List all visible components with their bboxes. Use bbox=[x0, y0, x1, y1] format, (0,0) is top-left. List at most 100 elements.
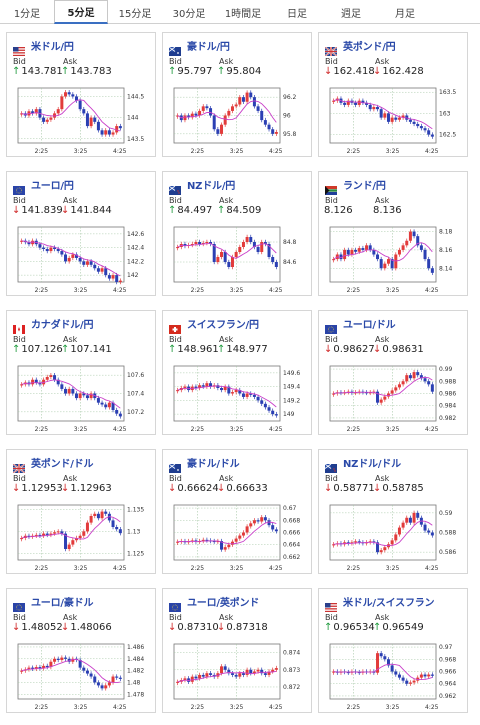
chart-plot-area bbox=[329, 87, 437, 144]
chart-plot-area bbox=[17, 504, 125, 561]
rate-card[interactable]: 豪ドル/円 Bid Ask ↑95.797 ↑95.804 2:25 3:25 4:25 96.… bbox=[162, 32, 312, 157]
candlestick-chart[interactable]: 2:25 3:25 4:25 149.6 149.4 149.2 149 bbox=[170, 363, 306, 433]
moving-average-line bbox=[177, 521, 277, 545]
currency-pair-link[interactable]: ランド/円 bbox=[343, 180, 386, 192]
chart-plot-area bbox=[173, 226, 281, 283]
currency-pair-link[interactable]: 米ドル/スイスフラン bbox=[343, 597, 435, 609]
tab-timeframe[interactable]: 1時間足 bbox=[224, 8, 262, 20]
rate-card[interactable]: NZドル/ドル Bid Ask ↓0.58771 ↓0.58785 2:25 3:25 4:2… bbox=[318, 449, 468, 574]
x-tick-label: 4:25 bbox=[425, 148, 439, 155]
currency-pair-link[interactable]: 豪ドル/ドル bbox=[187, 458, 240, 470]
bid-label: Bid bbox=[169, 474, 182, 483]
currency-pair-link[interactable]: スイスフラン/円 bbox=[187, 319, 259, 331]
x-tick-label: 2:25 bbox=[347, 148, 361, 155]
candlestick-chart[interactable]: 2:25 3:25 4:25 84.8 84.6 bbox=[170, 224, 306, 294]
bid-price: ↓162.418 bbox=[324, 66, 375, 77]
card-header: ユーロ/ドル bbox=[325, 316, 463, 334]
candlestick-chart[interactable]: 2:25 3:25 4:25 144.5 144 143.5 bbox=[14, 85, 150, 155]
candlestick-chart[interactable]: 2:25 3:25 4:25 8.18 8.16 8.14 bbox=[326, 224, 462, 294]
rate-card[interactable]: 英ポンド/円 Bid Ask ↓162.418 ↓162.428 2:25 3:25 4:25… bbox=[318, 32, 468, 157]
tab-timeframe[interactable]: 月足 bbox=[395, 8, 415, 20]
tab-timeframe[interactable]: 日足 bbox=[287, 8, 307, 20]
x-tick-label: 4:25 bbox=[113, 148, 127, 155]
candle-body bbox=[234, 674, 238, 677]
rate-card[interactable]: ユーロ/豪ドル Bid Ask ↓1.48052 ↓1.48066 2:25 3:25 4:2… bbox=[6, 588, 156, 713]
candle-body bbox=[53, 658, 57, 662]
rate-card[interactable]: 英ポンド/ドル Bid Ask ↓1.12953 ↓1.12963 2:25 3:25 4:2… bbox=[6, 449, 156, 574]
tab-timeframe[interactable]: 15分足 bbox=[118, 8, 152, 20]
candlestick-chart[interactable]: 2:25 3:25 4:25 0.67 0.668 0.666 0.664 0.662 bbox=[170, 502, 306, 572]
bid-price: 8.126 bbox=[324, 205, 353, 216]
bid-price-value: 107.126 bbox=[21, 344, 63, 355]
candle-body bbox=[252, 520, 256, 524]
candlestick-chart[interactable]: 2:25 3:25 4:25 142.6 142.4 142.2 142 bbox=[14, 224, 150, 294]
candle-body bbox=[383, 263, 387, 269]
rate-card[interactable]: ユーロ/英ポンド Bid Ask ↓0.87310 ↓0.87318 2:25 3:25 4:… bbox=[162, 588, 312, 713]
candle-body bbox=[60, 251, 64, 255]
candlestick-chart[interactable]: 2:25 3:25 4:25 1.486 1.484 1.482 1.48 1.478 bbox=[14, 641, 150, 711]
currency-pair-link[interactable]: 英ポンド/ドル bbox=[31, 458, 94, 470]
candlestick-chart[interactable]: 2:25 3:25 4:25 0.59 0.588 0.586 bbox=[326, 502, 462, 572]
candle-body bbox=[118, 677, 122, 679]
currency-pair-link[interactable]: ユーロ/豪ドル bbox=[31, 597, 94, 609]
currency-pair-link[interactable]: ユーロ/ドル bbox=[343, 319, 396, 331]
y-tick-label: 107.6 bbox=[127, 372, 144, 379]
candle-body bbox=[190, 244, 194, 245]
rate-card[interactable]: NZドル/円 Bid Ask ↑84.497 ↑84.509 2:25 3:25 4:25 84… bbox=[162, 171, 312, 296]
candlestick-chart[interactable]: 2:25 3:25 4:25 0.97 0.968 0.966 0.964 0.962 bbox=[326, 641, 462, 711]
arrow-up-icon: ↑ bbox=[217, 205, 226, 216]
currency-pair-link[interactable]: 豪ドル/円 bbox=[187, 41, 230, 53]
rate-card[interactable]: 米ドル/円 Bid Ask ↑143.781 ↑143.783 2:25 3:25 4:25 1… bbox=[6, 32, 156, 157]
rate-card[interactable]: ランド/円 Bid Ask 8.126 8.136 2:25 3:25 4:25 8.18 8.1… bbox=[318, 171, 468, 296]
candle-body bbox=[274, 414, 278, 416]
candle-body bbox=[386, 259, 390, 264]
candle-body bbox=[376, 391, 380, 403]
tab-timeframe[interactable]: 5分足 bbox=[54, 0, 108, 24]
candle-body bbox=[27, 242, 31, 245]
rate-card[interactable]: カナダドル/円 Bid Ask ↑107.126 ↑107.141 2:25 3:25 4:2… bbox=[6, 310, 156, 435]
currency-pair-link[interactable]: 米ドル/円 bbox=[31, 41, 74, 53]
bid-price-value: 84.497 bbox=[177, 205, 213, 216]
ask-label: Ask bbox=[375, 196, 390, 205]
candle-body bbox=[60, 531, 64, 534]
bid-price-value: 95.797 bbox=[177, 66, 213, 77]
tab-timeframe[interactable]: 1分足 bbox=[13, 8, 41, 20]
currency-pair-link[interactable]: NZドル/ドル bbox=[343, 458, 401, 470]
tab-timeframe[interactable]: 週足 bbox=[341, 8, 361, 20]
candle-body bbox=[216, 257, 220, 262]
currency-pair-link[interactable]: 英ポンド/円 bbox=[343, 41, 396, 53]
ask-price: ↑0.96549 bbox=[373, 622, 424, 633]
candle-body bbox=[379, 109, 383, 118]
candle-body bbox=[85, 670, 89, 674]
candlestick-chart[interactable]: 2:25 3:25 4:25 163.5 163 162.5 bbox=[326, 85, 462, 155]
candlestick-chart[interactable]: 2:25 3:25 4:25 96.2 96 95.8 bbox=[170, 85, 306, 155]
currency-pair-link[interactable]: ユーロ/英ポンド bbox=[187, 597, 260, 609]
candle-body bbox=[100, 402, 104, 405]
x-tick-label: 4:25 bbox=[113, 704, 127, 711]
currency-pair-link[interactable]: ユーロ/円 bbox=[31, 180, 74, 192]
rate-card[interactable]: ユーロ/円 Bid Ask ↓141.839 ↓141.844 2:25 3:25 4:25 1… bbox=[6, 171, 156, 296]
rate-card[interactable]: 豪ドル/ドル Bid Ask ↓0.66624 ↓0.66633 2:25 3:25 4:25… bbox=[162, 449, 312, 574]
candlestick-chart[interactable]: 2:25 3:25 4:25 107.6 107.4 107.2 bbox=[14, 363, 150, 433]
tab-timeframe[interactable]: 30分足 bbox=[172, 8, 206, 20]
rate-card[interactable]: ユーロ/ドル Bid Ask ↓0.98627 ↓0.98631 2:25 3:25 4:25… bbox=[318, 310, 468, 435]
x-tick-label: 2:25 bbox=[191, 426, 205, 433]
candlestick-chart[interactable]: 2:25 3:25 4:25 0.874 0.873 0.872 bbox=[170, 641, 306, 711]
currency-pair-link[interactable]: カナダドル/円 bbox=[31, 319, 94, 331]
rate-card[interactable]: 米ドル/スイスフラン Bid Ask ↑0.96534 ↑0.96549 2:25 3:25… bbox=[318, 588, 468, 713]
candle-body bbox=[183, 115, 187, 121]
rate-card[interactable]: スイスフラン/円 Bid Ask ↑148.961 ↑148.977 2:25 3:25 4:… bbox=[162, 310, 312, 435]
candlestick-chart[interactable]: 2:25 3:25 4:25 0.99 0.988 0.986 0.984 0.982 bbox=[326, 363, 462, 433]
card-header: 英ポンド/ドル bbox=[12, 455, 151, 474]
candle-body bbox=[256, 520, 260, 522]
candlestick-chart[interactable]: 2:25 3:25 4:25 1.135 1.13 1.125 bbox=[14, 502, 150, 572]
candle-body bbox=[267, 520, 271, 526]
currency-pair-link[interactable]: NZドル/円 bbox=[187, 180, 236, 192]
candle-body bbox=[263, 242, 267, 244]
bid-price-value: 162.418 bbox=[333, 66, 375, 77]
card-header: 英ポンド/円 bbox=[324, 38, 463, 57]
candle-body bbox=[332, 544, 336, 546]
ask-price-value: 0.87318 bbox=[226, 622, 268, 633]
bid-label: Bid bbox=[325, 196, 338, 205]
y-tick-label: 0.966 bbox=[439, 669, 456, 676]
